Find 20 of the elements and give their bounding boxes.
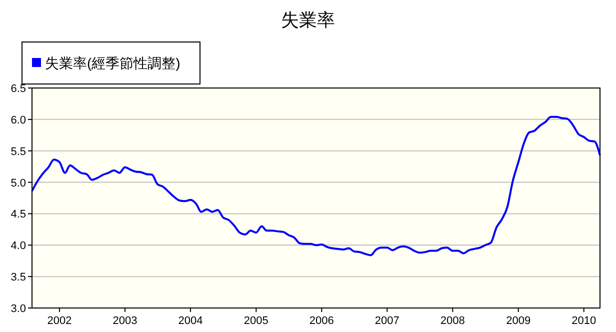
y-tick-label: 3.5 bbox=[10, 272, 26, 284]
y-tick-label: 6.5 bbox=[10, 83, 26, 95]
y-tick-label: 5.0 bbox=[10, 177, 26, 190]
x-tick-label: 2005 bbox=[244, 315, 268, 327]
y-tick-label: 4.5 bbox=[10, 208, 26, 221]
y-tick-label: 4.0 bbox=[10, 240, 26, 252]
y-tick-label: 3.0 bbox=[10, 303, 26, 315]
x-tick-label: 2006 bbox=[309, 315, 334, 327]
y-tick-label: 6.0 bbox=[10, 114, 26, 126]
x-tick-label: 2004 bbox=[178, 315, 203, 327]
x-tick-label: 2010 bbox=[572, 315, 596, 327]
x-tick-label: 2002 bbox=[47, 315, 72, 327]
y-tick-label: 5.5 bbox=[10, 146, 26, 158]
legend-label: 失業率(經季節性調整) bbox=[45, 55, 180, 71]
line-series bbox=[31, 116, 601, 256]
x-tick-label: 2009 bbox=[506, 315, 531, 327]
x-tick-label: 2003 bbox=[112, 315, 138, 327]
x-tick-label: 2008 bbox=[440, 315, 465, 327]
chart-title: 失業率 bbox=[281, 10, 335, 30]
x-tick-label: 2007 bbox=[374, 315, 400, 327]
